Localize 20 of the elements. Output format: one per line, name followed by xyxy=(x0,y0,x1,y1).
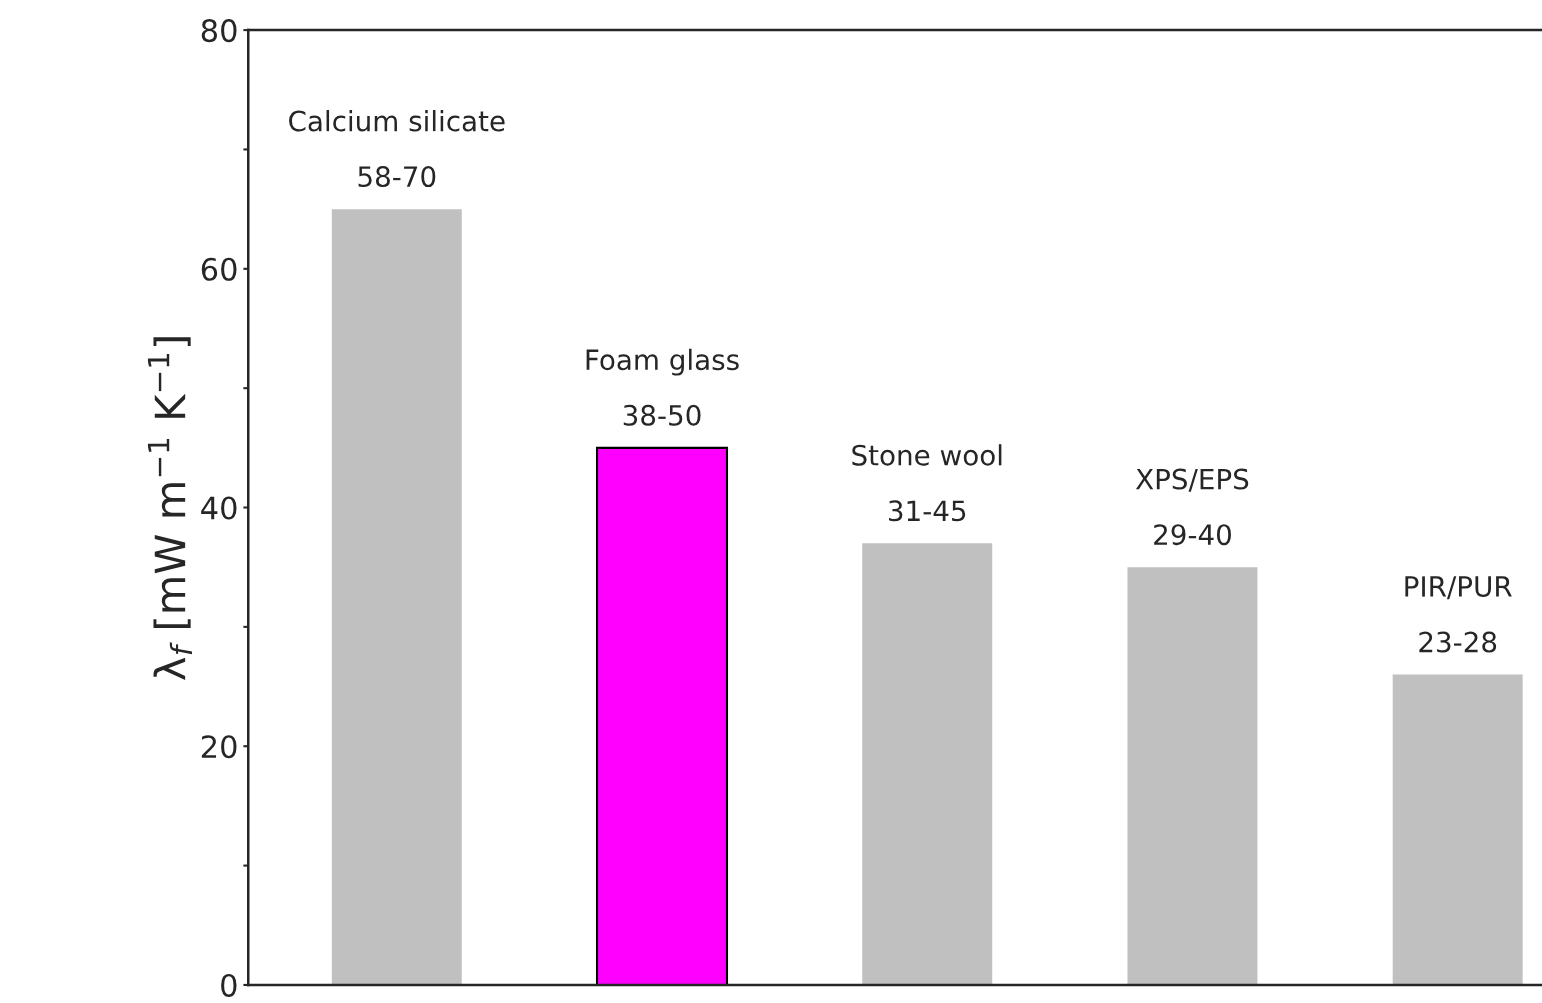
x-tick-label: PIR/PUR xyxy=(1405,576,1512,600)
y-axis-title: λ$_{f}$ [mW m$^{−1}$ K$^{−1}$] xyxy=(147,337,192,681)
y-tick-label: 40 xyxy=(201,496,237,520)
bar xyxy=(862,543,993,985)
y-tick-label: 60 xyxy=(201,257,237,281)
x-tick-label: XPS/EPS xyxy=(1135,468,1249,492)
bar xyxy=(1127,567,1258,985)
y-tick-label: 0 xyxy=(221,973,237,997)
x-tick-label: Stone wool xyxy=(852,444,1002,466)
x-tick-label: Foam glass xyxy=(586,348,739,376)
bar xyxy=(331,209,462,985)
data-label: 58-70 xyxy=(358,166,436,188)
bar xyxy=(1392,674,1523,985)
x-tick-label: Calcium silicate xyxy=(289,110,505,132)
data-label: 29-40 xyxy=(1154,524,1231,546)
data-label: 31-45 xyxy=(889,500,966,522)
y-tick-label: 20 xyxy=(201,735,237,759)
data-label: 38-50 xyxy=(623,404,701,426)
data-label: 23-28 xyxy=(1419,631,1497,653)
y-tick-label: 80 xyxy=(201,19,237,43)
